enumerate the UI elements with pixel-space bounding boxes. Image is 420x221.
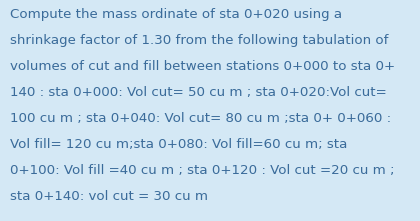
Text: 100 cu m ; sta 0+040: Vol cut= 80 cu m ;sta 0+ 0+060 :: 100 cu m ; sta 0+040: Vol cut= 80 cu m ;… bbox=[10, 112, 391, 125]
Text: 140 : sta 0+000: Vol cut= 50 cu m ; sta 0+020:Vol cut=: 140 : sta 0+000: Vol cut= 50 cu m ; sta … bbox=[10, 86, 387, 99]
Text: 0+100: Vol fill =40 cu m ; sta 0+120 : Vol cut =20 cu m ;: 0+100: Vol fill =40 cu m ; sta 0+120 : V… bbox=[10, 164, 395, 177]
Text: sta 0+140: vol cut = 30 cu m: sta 0+140: vol cut = 30 cu m bbox=[10, 190, 208, 203]
Text: volumes of cut and fill between stations 0+000 to sta 0+: volumes of cut and fill between stations… bbox=[10, 60, 396, 73]
Text: Compute the mass ordinate of sta 0+020 using a: Compute the mass ordinate of sta 0+020 u… bbox=[10, 8, 343, 21]
Text: shrinkage factor of 1.30 from the following tabulation of: shrinkage factor of 1.30 from the follow… bbox=[10, 34, 389, 47]
Text: Vol fill= 120 cu m;sta 0+080: Vol fill=60 cu m; sta: Vol fill= 120 cu m;sta 0+080: Vol fill=6… bbox=[10, 138, 348, 151]
